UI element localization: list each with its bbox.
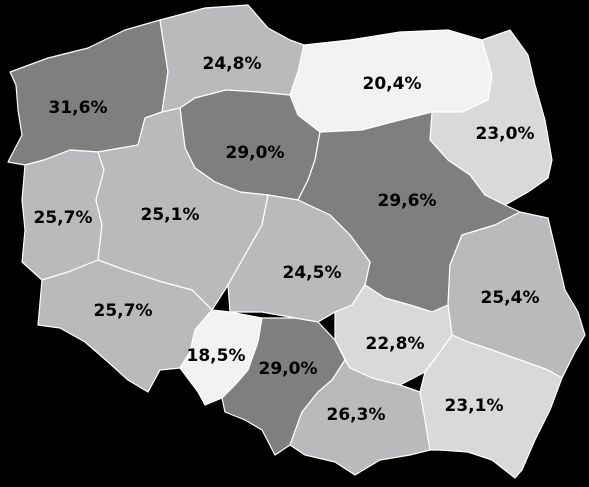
label-wielkopolskie: 25,1% <box>141 205 200 225</box>
region-podkarpackie <box>419 334 563 479</box>
label-lubuskie: 25,7% <box>34 208 93 228</box>
label-mazowieckie: 29,6% <box>378 191 437 211</box>
label-malopolskie: 26,3% <box>327 405 386 425</box>
region-lodzkie <box>227 194 371 323</box>
label-opolskie: 18,5% <box>187 346 246 366</box>
label-warminsko-mazurskie: 20,4% <box>363 74 422 94</box>
label-lubelskie: 25,4% <box>481 288 540 308</box>
label-swietokrzyskie: 22,8% <box>366 334 425 354</box>
label-pomorskie: 24,8% <box>203 54 262 74</box>
label-podlaskie: 23,0% <box>476 124 535 144</box>
label-slaskie: 29,0% <box>259 359 318 379</box>
label-zachodniopomorskie: 31,6% <box>49 98 108 118</box>
region-slaskie <box>221 317 346 456</box>
label-podkarpackie: 23,1% <box>445 396 504 416</box>
label-kujawsko-pomorskie: 29,0% <box>226 143 285 163</box>
label-lodzkie: 24,5% <box>283 263 342 283</box>
label-dolnoslaskie: 25,7% <box>94 301 153 321</box>
